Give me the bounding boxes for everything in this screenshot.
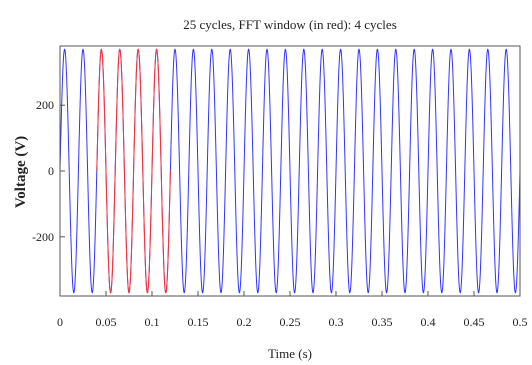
- y-tick-label: 200: [36, 98, 54, 112]
- x-tick-label: 0.2: [237, 315, 252, 329]
- series-line-full-signal: [59, 48, 521, 294]
- y-tick-label: 0: [48, 164, 54, 178]
- y-tick-label: -200: [32, 230, 54, 244]
- plot-area: [59, 48, 521, 294]
- axes-frame: [59, 45, 521, 297]
- chart-title: 25 cycles, FFT window (in red): 4 cycles: [183, 17, 397, 32]
- axis-ticks: 0 0.05 0.1 0.15 0.2 0.25 0.3 0.35 0.4 0.45 0.5 -200…: [32, 98, 528, 329]
- x-axis-label: Time (s): [268, 346, 312, 361]
- x-tick-label: 0.5: [513, 315, 528, 329]
- y-axis-label: Voltage (V): [13, 136, 29, 208]
- x-tick-label: 0.45: [464, 315, 485, 329]
- x-tick-label: 0: [57, 315, 63, 329]
- x-tick-label: 0.35: [372, 315, 393, 329]
- x-tick-label: 0.25: [280, 315, 301, 329]
- x-tick-label: 0.3: [329, 315, 344, 329]
- x-tick-label: 0.05: [96, 315, 117, 329]
- x-tick-label: 0.4: [421, 315, 436, 329]
- x-tick-label: 0.1: [145, 315, 160, 329]
- x-tick-label: 0.15: [188, 315, 209, 329]
- series-line-fft-window: [96, 48, 171, 294]
